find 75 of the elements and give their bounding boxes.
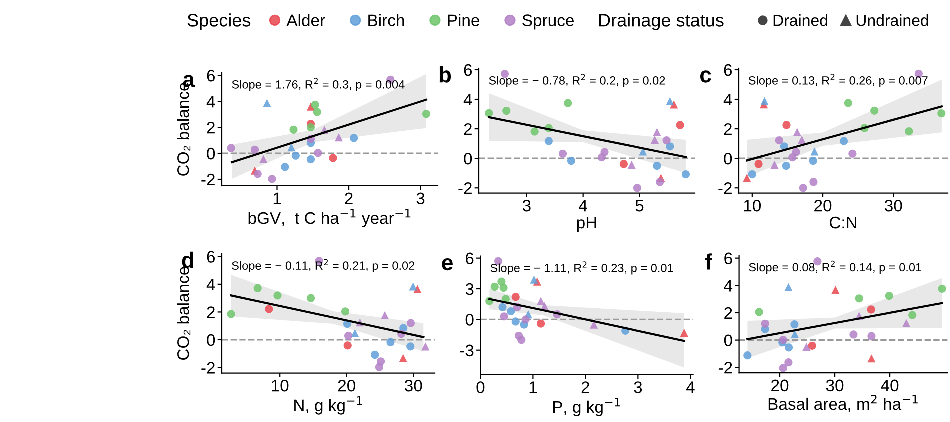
x-tick-label: 30	[405, 380, 422, 392]
y-axis-title: CO₂ balance	[177, 267, 191, 360]
y-tick-label: -3	[460, 344, 474, 357]
y-tick-label: 6	[464, 64, 472, 76]
annotation: Slope = 1.76, R$^{2}$ = 0.3, p = 0.004	[232, 78, 405, 92]
annotation: Slope = 0.08, R$^{2}$ = 0.14, p = 0.01	[749, 260, 922, 274]
y-tick-label: -2	[718, 182, 732, 194]
x-axis-title: Basal area, m$^{2}$ ha$^{−1}$	[768, 394, 918, 412]
y-tick-label: 0	[207, 334, 216, 346]
x-tick-label: 30	[826, 380, 844, 392]
annotation: Slope = − 0.78, R$^{2}$ = 0.2, p = 0.02	[489, 74, 666, 88]
x-tick-label: 2	[345, 192, 353, 204]
x-tick-label: 20	[772, 380, 789, 392]
y-tick-label: 6	[207, 251, 216, 263]
x-axis-title: N, g kg$^{−1}$	[294, 396, 362, 415]
x-tick-label: 10	[272, 380, 289, 392]
x-axis-title: bGV, t C ha$^{−1}$ year$^{−1}$	[248, 209, 411, 228]
x-tick-label: 4	[686, 382, 695, 394]
y-tick-label: 4	[724, 280, 733, 292]
annotation: Slope = − 1.11, R$^{2}$ = 0.23, p = 0.01	[490, 262, 674, 275]
legend-label: Birch	[368, 14, 404, 26]
text: Undrained	[856, 14, 928, 26]
chart-title: c	[700, 70, 712, 83]
y-tick-label: 6	[724, 252, 732, 265]
x-tick-label: 3	[522, 200, 531, 212]
y-tick-label: 2	[724, 123, 732, 136]
y-tick-label: 2	[207, 122, 215, 134]
x-tick-label: 3	[416, 192, 425, 204]
y-tick-label: 4	[206, 96, 216, 108]
chart-title: e	[442, 258, 453, 271]
x-tick-label: 20	[814, 200, 832, 212]
text: Drained	[774, 14, 828, 26]
x-tick-label: 30	[885, 200, 902, 212]
legend-label: Spruce	[522, 14, 574, 30]
y-tick-label: 6	[724, 64, 732, 76]
x-tick-label: 40	[881, 380, 899, 392]
x-axis-title: pH	[577, 217, 596, 232]
x-tick-label: 3	[634, 382, 642, 394]
y-tick-label: 6	[207, 70, 216, 82]
y-tick-label: -2	[202, 174, 215, 186]
y-tick-label: 4	[206, 279, 216, 290]
y-tick-label: -2	[202, 362, 215, 374]
y-tick-label: -2	[718, 362, 732, 374]
y-tick-label: 0	[466, 314, 474, 326]
x-tick-label: 1	[274, 192, 282, 204]
y-tick-label: 3	[466, 283, 474, 296]
x-axis-title: C:N	[830, 216, 856, 229]
x-tick-label: 2	[582, 382, 590, 394]
x-tick-label: 1	[530, 382, 538, 394]
chart-title: d	[182, 252, 194, 268]
y-tick-label: -2	[458, 182, 472, 194]
y-tick-label: 6	[466, 252, 474, 265]
annotation: Slope = − 0.11, R$^{2}$ = 0.21, p = 0.02	[232, 259, 415, 272]
x-tick-label: 0	[476, 382, 485, 394]
y-tick-label: 2	[207, 306, 215, 318]
x-tick-label: 5	[636, 200, 644, 212]
annotation: Slope = 0.13, R$^{2}$ = 0.26, p = 0.007	[748, 74, 928, 88]
y-tick-label: 4	[724, 94, 732, 106]
y-tick-label: 0	[207, 148, 216, 160]
y-tick-label: 2	[464, 123, 472, 136]
x-tick-label: 10	[744, 200, 762, 212]
x-axis-title: P, g kg$^{−1}$	[553, 398, 620, 416]
legend-title: Species	[188, 14, 251, 30]
legend-label: Pine	[448, 14, 480, 26]
x-tick-label: 20	[338, 380, 356, 392]
y-tick-label: 0	[724, 334, 732, 347]
legend-label: Alder	[286, 14, 326, 26]
x-tick-label: 4	[579, 200, 588, 212]
text: Drainage status	[599, 14, 724, 30]
chart-title: f	[705, 254, 712, 270]
y-tick-label: 2	[724, 307, 732, 320]
y-tick-label: 0	[464, 152, 472, 165]
y-tick-label: 0	[724, 152, 732, 165]
chart-title: b	[440, 66, 452, 83]
y-tick-label: 4	[464, 94, 472, 106]
